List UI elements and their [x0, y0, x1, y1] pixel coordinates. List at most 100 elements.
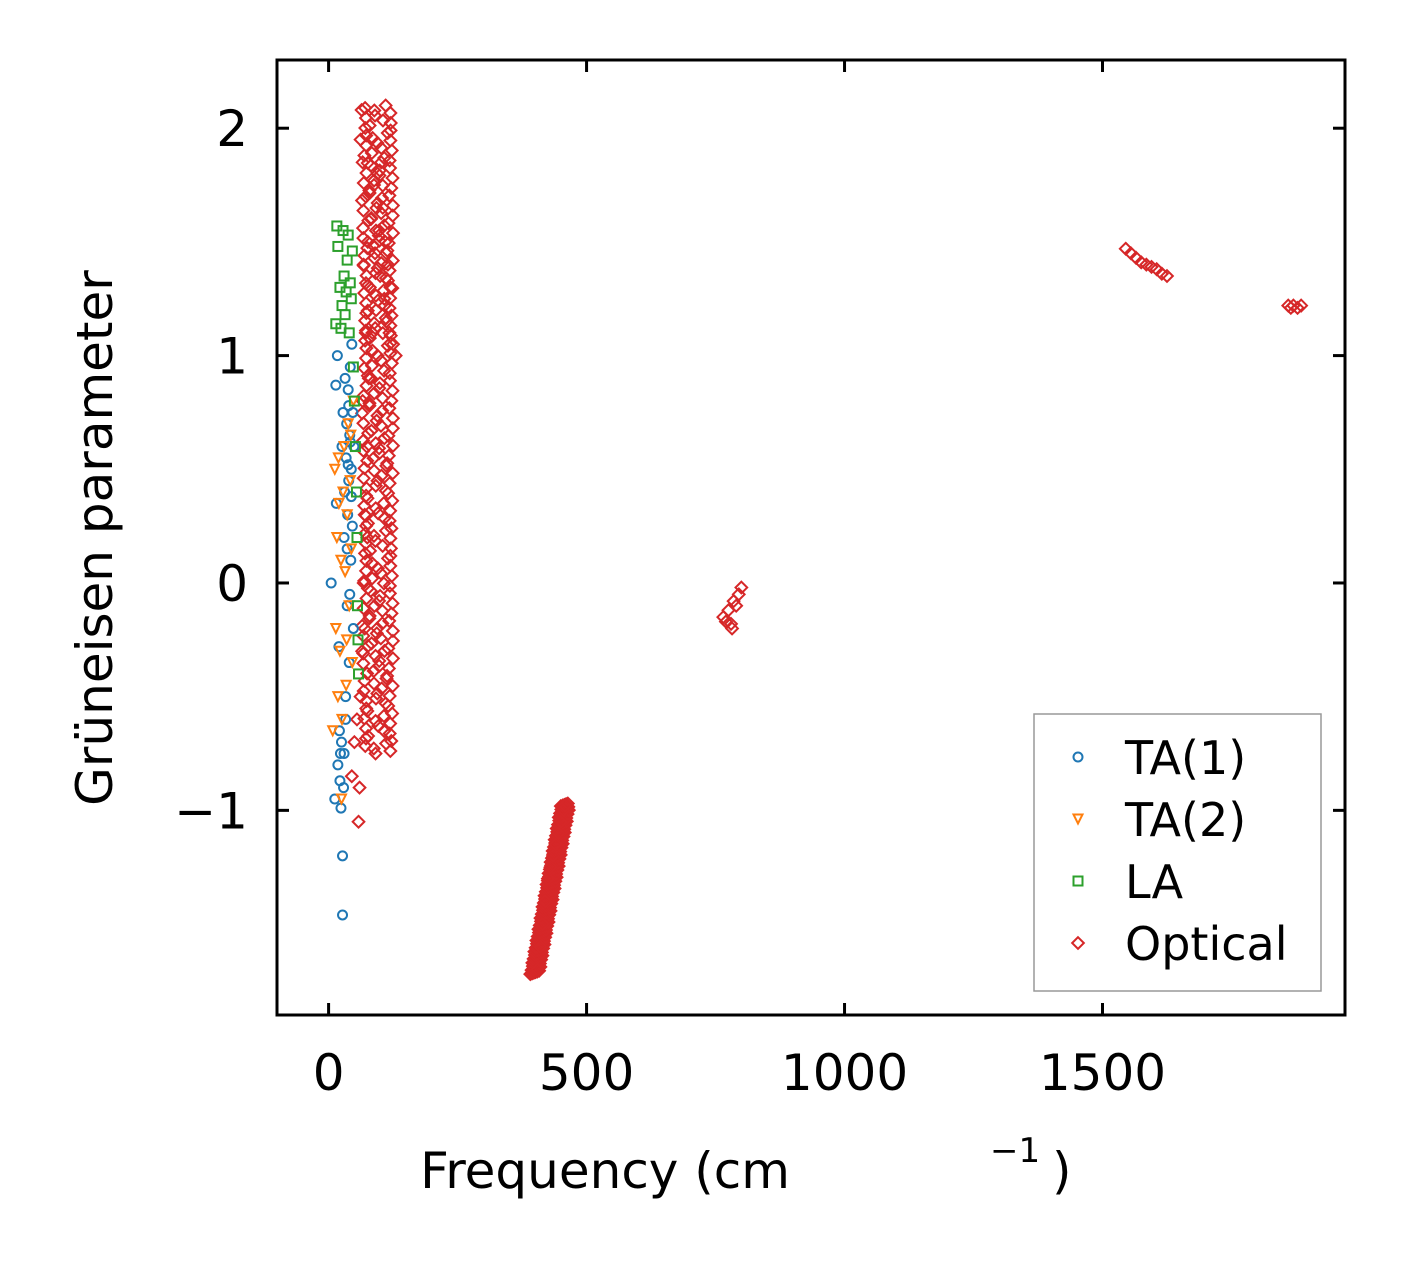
optical-point — [358, 325, 374, 341]
ta-1--point — [347, 622, 359, 634]
optical-point — [364, 423, 379, 439]
legend: TA(1) TA(2) LA Optical — [1033, 713, 1322, 992]
legend-marker — [1070, 935, 1086, 951]
x-axis-label-superscript: −1 — [990, 1131, 1040, 1171]
optical-point — [358, 120, 373, 136]
optical-point — [357, 526, 373, 541]
optical-point — [358, 563, 374, 579]
optical-point — [378, 98, 393, 113]
optical-point — [353, 689, 368, 704]
optical-point — [377, 430, 392, 446]
optical-point — [358, 488, 374, 504]
la-point — [345, 293, 357, 305]
series-la — [330, 220, 365, 680]
optical-point — [367, 385, 382, 401]
legend-entry: Optical — [1070, 917, 1287, 971]
optical-point — [376, 363, 392, 378]
optical-point — [371, 718, 386, 734]
optical-point — [377, 291, 392, 307]
optical-point — [371, 653, 387, 669]
optical-point — [362, 395, 377, 411]
ta-1--point — [338, 748, 350, 760]
legend-marker — [1072, 751, 1084, 763]
optical-point — [385, 420, 401, 436]
la-point — [342, 229, 354, 241]
optical-point — [380, 257, 396, 272]
ta-2--point — [336, 486, 350, 499]
optical-point — [347, 734, 362, 750]
optical-point — [385, 623, 401, 639]
ta-2--point — [337, 441, 351, 454]
optical-point — [538, 894, 553, 909]
optical-point — [356, 415, 371, 431]
ta-2--point — [340, 634, 353, 647]
ta-2--point — [332, 452, 345, 465]
optical-point — [375, 616, 390, 631]
la-point — [349, 441, 361, 453]
ta-2--point — [333, 645, 347, 658]
optical-point — [359, 439, 375, 454]
y-tick-label: 2 — [216, 100, 248, 158]
optical-point — [368, 648, 383, 664]
optical-point — [366, 177, 382, 193]
optical-point — [379, 314, 394, 329]
optical-point — [359, 453, 375, 469]
optical-point — [373, 418, 389, 434]
optical-point — [530, 962, 545, 977]
optical-point — [380, 125, 395, 141]
optical-point — [365, 130, 380, 146]
optical-point — [388, 348, 403, 363]
optical-point — [357, 100, 373, 116]
la-point — [347, 361, 359, 373]
optical-point — [383, 548, 398, 564]
y-tick-label: −1 — [174, 782, 248, 840]
x-axis-label: Frequency (cm — [420, 1142, 790, 1200]
x-tick-label: 1000 — [781, 1044, 908, 1102]
optical-point — [368, 435, 384, 451]
ta-2--point — [330, 532, 343, 545]
points-layer — [325, 98, 1309, 982]
optical-point — [371, 440, 387, 456]
optical-point — [378, 523, 394, 539]
optical-point — [1159, 268, 1175, 284]
optical-point — [378, 736, 394, 751]
optical-point — [728, 598, 744, 613]
optical-point — [376, 576, 392, 591]
optical-point — [540, 871, 556, 886]
la-point — [346, 245, 358, 257]
optical-point — [385, 336, 401, 352]
optical-point — [374, 140, 389, 156]
optical-point — [354, 193, 370, 208]
optical-point — [382, 578, 398, 594]
optical-point — [367, 598, 382, 614]
optical-point — [379, 668, 395, 684]
optical-point — [370, 135, 385, 151]
optical-point — [385, 198, 401, 213]
optical-point — [358, 189, 374, 204]
ta-2--point — [326, 725, 339, 738]
legend-entry: TA(2) — [1071, 793, 1246, 847]
optical-point — [373, 353, 389, 368]
optical-point — [360, 234, 376, 250]
optical-point — [370, 348, 385, 363]
optical-point — [356, 257, 371, 272]
optical-point — [370, 686, 385, 701]
optical-point — [550, 825, 566, 841]
ta-1--point — [335, 736, 347, 748]
optical-point — [368, 713, 383, 729]
optical-point — [356, 203, 371, 218]
optical-point — [368, 302, 384, 318]
optical-point — [364, 358, 380, 373]
ta-1--point — [334, 748, 346, 760]
optical-point — [385, 170, 400, 186]
optical-point — [352, 780, 367, 795]
optical-point — [383, 123, 398, 138]
optical-point — [374, 403, 390, 418]
optical-point — [382, 365, 398, 381]
optical-point — [361, 371, 377, 386]
la-point — [332, 240, 344, 252]
optical-point — [358, 701, 374, 716]
optical-point — [553, 814, 569, 829]
ta-2--point — [332, 497, 346, 511]
